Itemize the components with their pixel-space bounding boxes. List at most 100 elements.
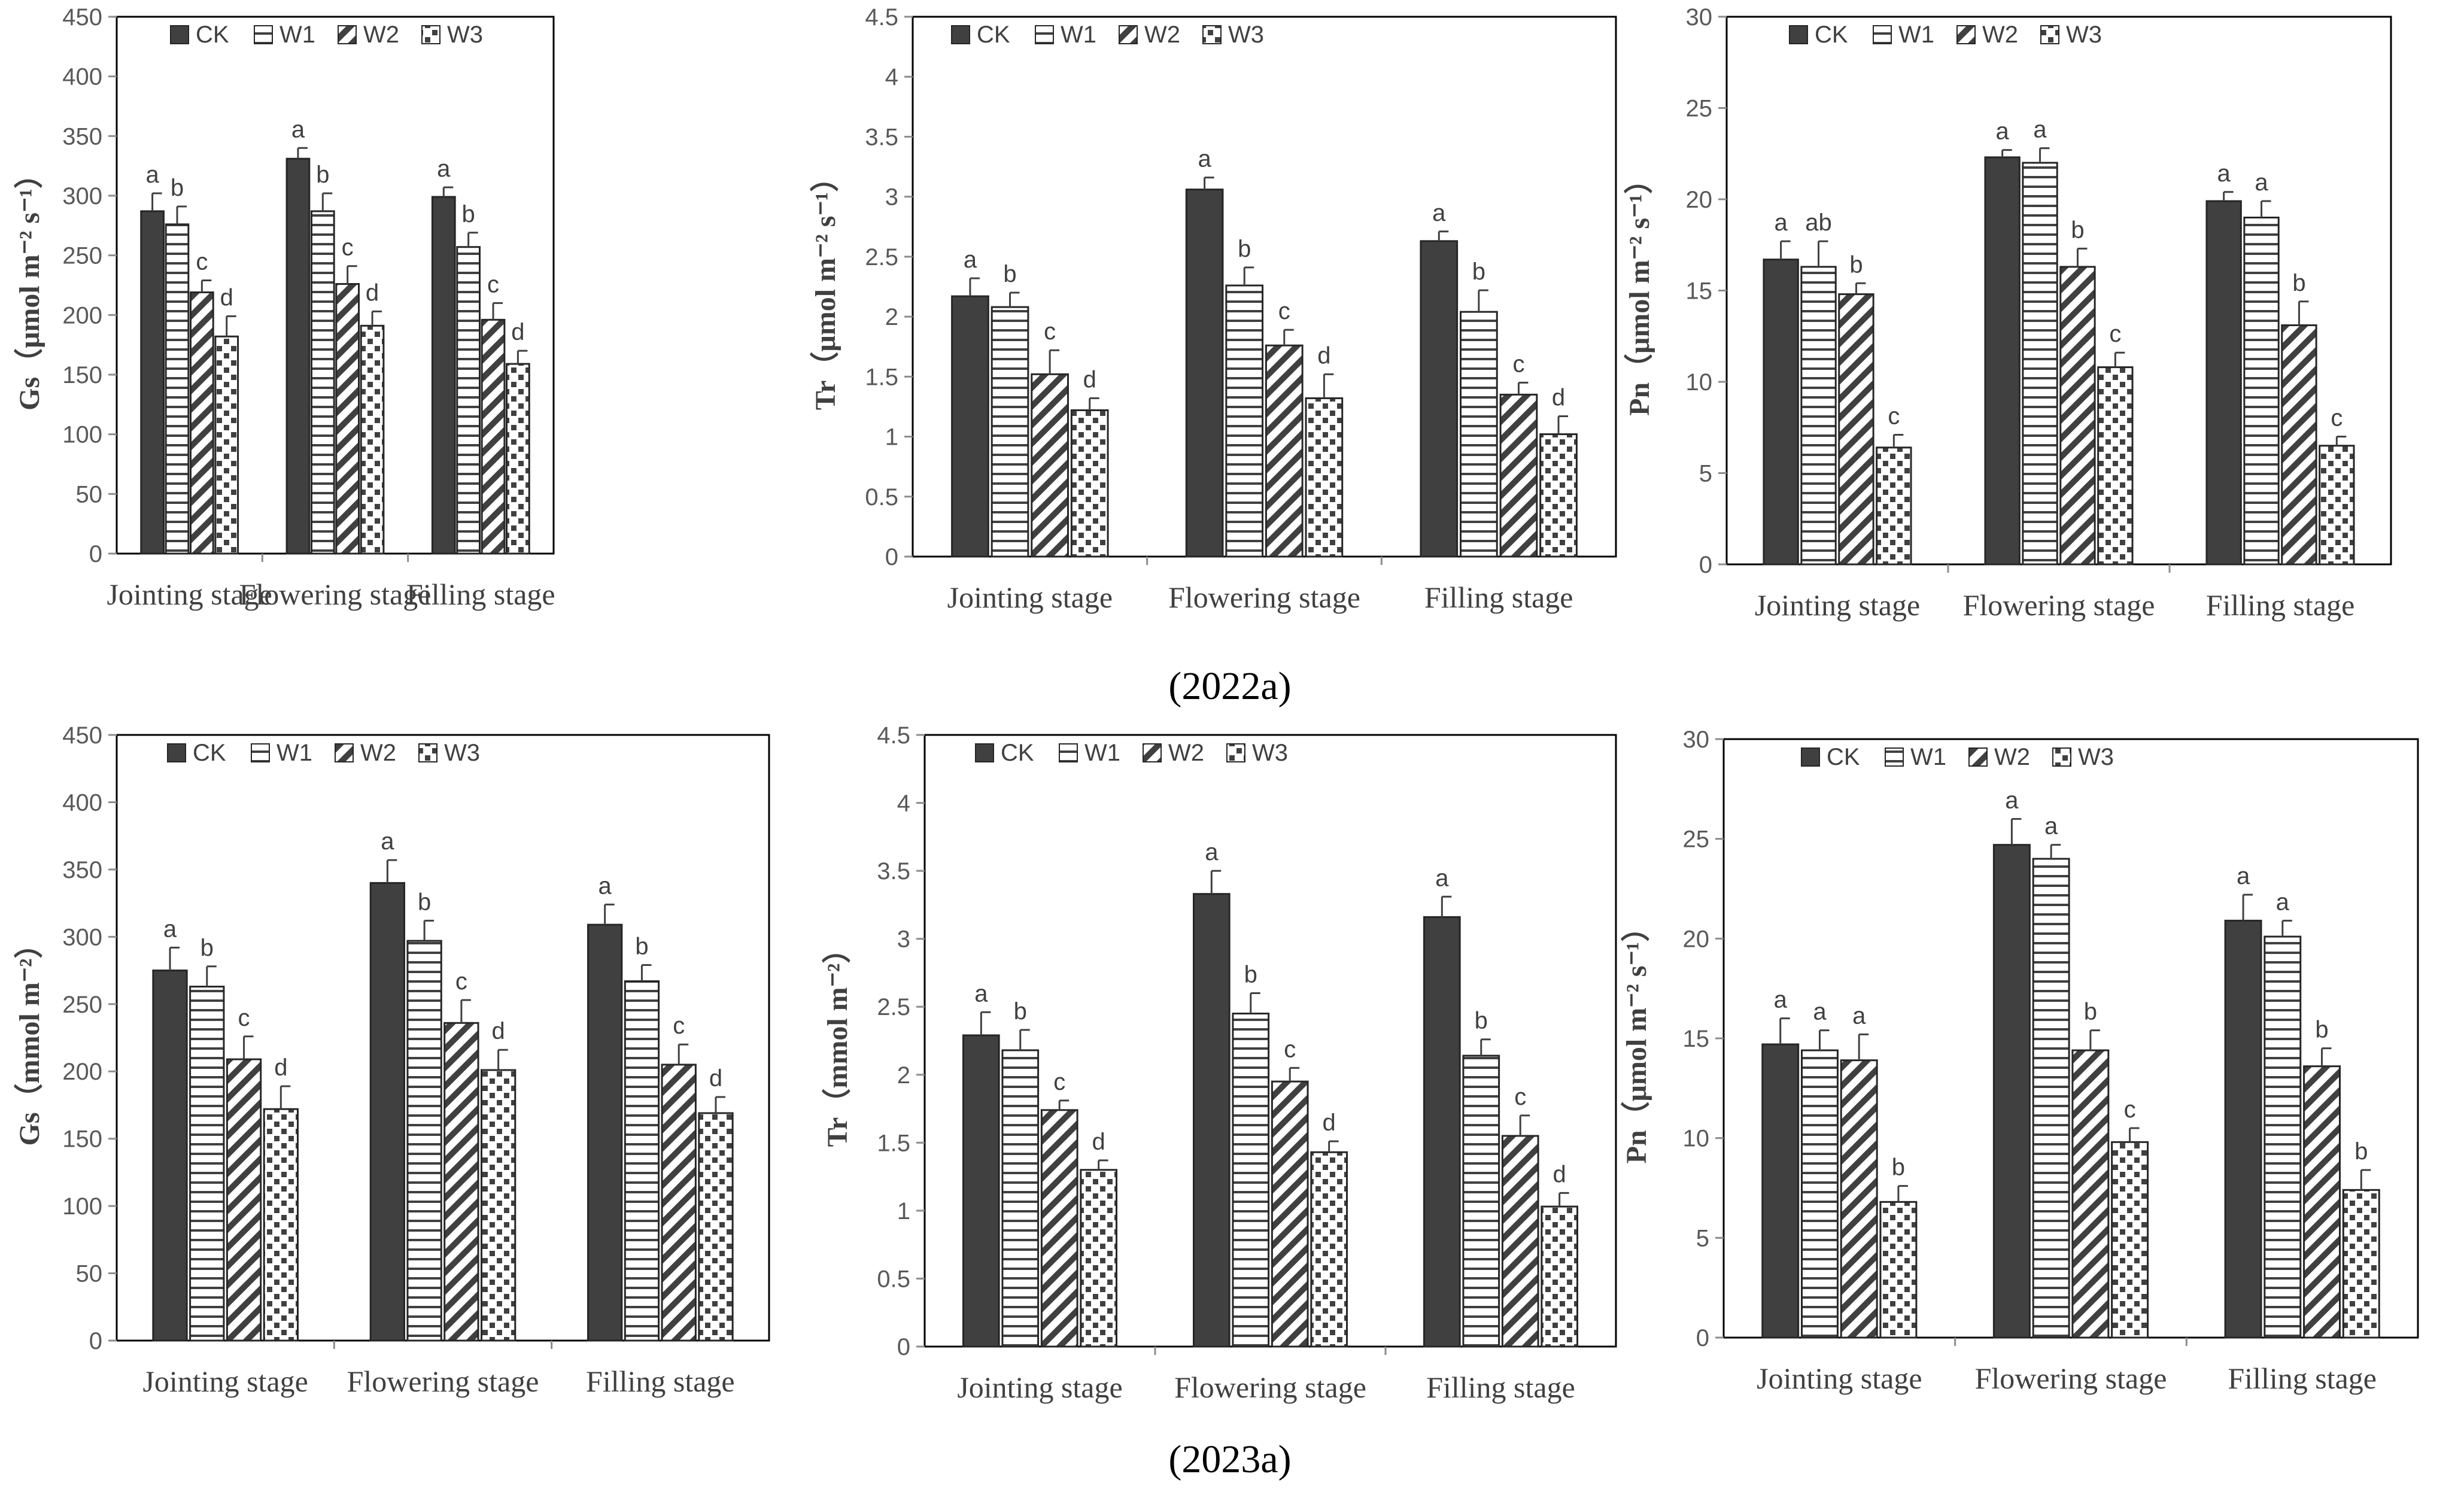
x-category-label: Filling stage: [1424, 581, 1573, 614]
significance-letter: d: [1317, 342, 1330, 369]
significance-letter: c: [455, 968, 467, 995]
y-tick-label: 450: [62, 722, 102, 749]
x-category-label: Filling stage: [586, 1365, 735, 1398]
x-category-label: Jointing stage: [142, 1365, 308, 1398]
y-tick-label: 400: [62, 789, 102, 816]
legend-swatch: [1885, 747, 1904, 767]
bar: [1541, 1205, 1579, 1348]
significance-letter: b: [200, 935, 214, 961]
y-tick-label: 10: [1686, 369, 1713, 396]
x-category-label: Flowering stage: [239, 578, 432, 611]
significance-letter: d: [274, 1055, 287, 1081]
plot-frame: [116, 16, 555, 555]
legend-swatch: [975, 743, 994, 762]
significance-letter: a: [1432, 200, 1446, 226]
significance-letter: b: [1238, 236, 1251, 262]
plot-frame: [116, 734, 770, 1342]
y-tick-label: 350: [62, 857, 102, 883]
y-tick-label: 5: [1696, 1225, 1709, 1251]
bar: [310, 210, 335, 555]
bar: [962, 1034, 1000, 1348]
bar: [1310, 1151, 1348, 1348]
y-tick-label: 1.5: [877, 1130, 910, 1156]
bar: [1232, 1013, 1270, 1348]
y-tick-label: 2.5: [865, 244, 898, 271]
legend-swatch: [1202, 25, 1222, 44]
legend-swatch: [951, 25, 970, 44]
legend-swatch: [338, 25, 357, 44]
bar: [587, 923, 623, 1342]
significance-letter: b: [1003, 261, 1016, 287]
legend-label: W2: [1168, 740, 1204, 766]
y-tick-label: 20: [1683, 926, 1710, 952]
significance-letter: a: [1852, 1002, 1866, 1029]
significance-letter: a: [381, 828, 394, 855]
significance-letter: b: [635, 934, 648, 960]
chart-pn-2022: 0 5 10 15 20 25 30 Pn（μmol m⁻² s⁻¹） Jointing sta…: [1624, 4, 2392, 622]
bar: [2243, 217, 2280, 566]
legend-swatch: [418, 743, 437, 762]
legend-swatch: [335, 743, 354, 762]
bar: [2022, 162, 2058, 566]
bar: [1070, 409, 1109, 558]
legend-label: W3: [1228, 22, 1264, 48]
legend-label: W3: [447, 22, 483, 48]
x-category-label: Jointing stage: [947, 581, 1113, 614]
significance-letter: a: [598, 873, 612, 899]
y-tick-label: 250: [62, 992, 102, 1018]
bar: [285, 157, 311, 555]
significance-letter: a: [964, 247, 977, 273]
significance-letter: a: [1996, 118, 2010, 145]
significance-letter: b: [462, 201, 475, 227]
y-tick-label: 2: [897, 1062, 910, 1089]
legend-label: W3: [444, 740, 480, 766]
legend-swatch: [1035, 25, 1054, 44]
x-category-label: Flowering stage: [1174, 1371, 1366, 1404]
bar: [1185, 189, 1224, 558]
caption-2023: (2023a): [1168, 1438, 1291, 1481]
legend-swatch: [167, 743, 186, 762]
bar: [2281, 324, 2317, 566]
y-tick-label: 30: [1683, 727, 1710, 753]
bar: [1499, 393, 1538, 558]
y-tick-label: 4.5: [865, 4, 898, 31]
x-category-label: Jointing stage: [107, 578, 272, 611]
y-tick-label: 4: [885, 64, 898, 90]
significance-letter: d: [1552, 384, 1565, 411]
legend-label: CK: [1827, 744, 1860, 770]
plot-frame: [923, 734, 1617, 1348]
legend-swatch: [1143, 743, 1162, 762]
x-category-label: Flowering stage: [1963, 588, 2155, 622]
bar: [991, 306, 1029, 558]
significance-letter: a: [2033, 117, 2047, 143]
legend-swatch: [251, 743, 270, 762]
x-category-label: Flowering stage: [1168, 581, 1360, 614]
significance-letter: c: [1512, 351, 1524, 377]
x-category-label: Jointing stage: [1755, 588, 1920, 622]
plot-frame: [912, 16, 1617, 558]
bar: [2032, 858, 2070, 1339]
significance-letter: b: [2315, 1017, 2328, 1043]
y-tick-label: 450: [62, 4, 102, 31]
significance-letter: a: [2217, 160, 2231, 187]
significance-letter: c: [673, 1013, 685, 1039]
bar: [2059, 266, 2096, 566]
legend-label: W2: [360, 740, 396, 766]
significance-letter: b: [171, 175, 184, 201]
x-category-label: Flowering stage: [347, 1365, 539, 1398]
bar: [951, 295, 989, 558]
y-tick-label: 30: [1686, 4, 1713, 31]
bar: [1800, 266, 1837, 566]
bar: [1265, 344, 1304, 558]
y-tick-label: 250: [62, 243, 102, 269]
bar: [1192, 893, 1231, 1348]
significance-letter: a: [2255, 169, 2268, 196]
bar: [152, 970, 188, 1342]
significance-letter: d: [1323, 1110, 1336, 1136]
significance-letter: b: [1014, 998, 1027, 1025]
significance-letter: a: [437, 156, 451, 182]
y-tick-label: 350: [62, 123, 102, 150]
significance-letter: a: [2044, 813, 2058, 840]
y-tick-label: 4.5: [877, 722, 910, 749]
